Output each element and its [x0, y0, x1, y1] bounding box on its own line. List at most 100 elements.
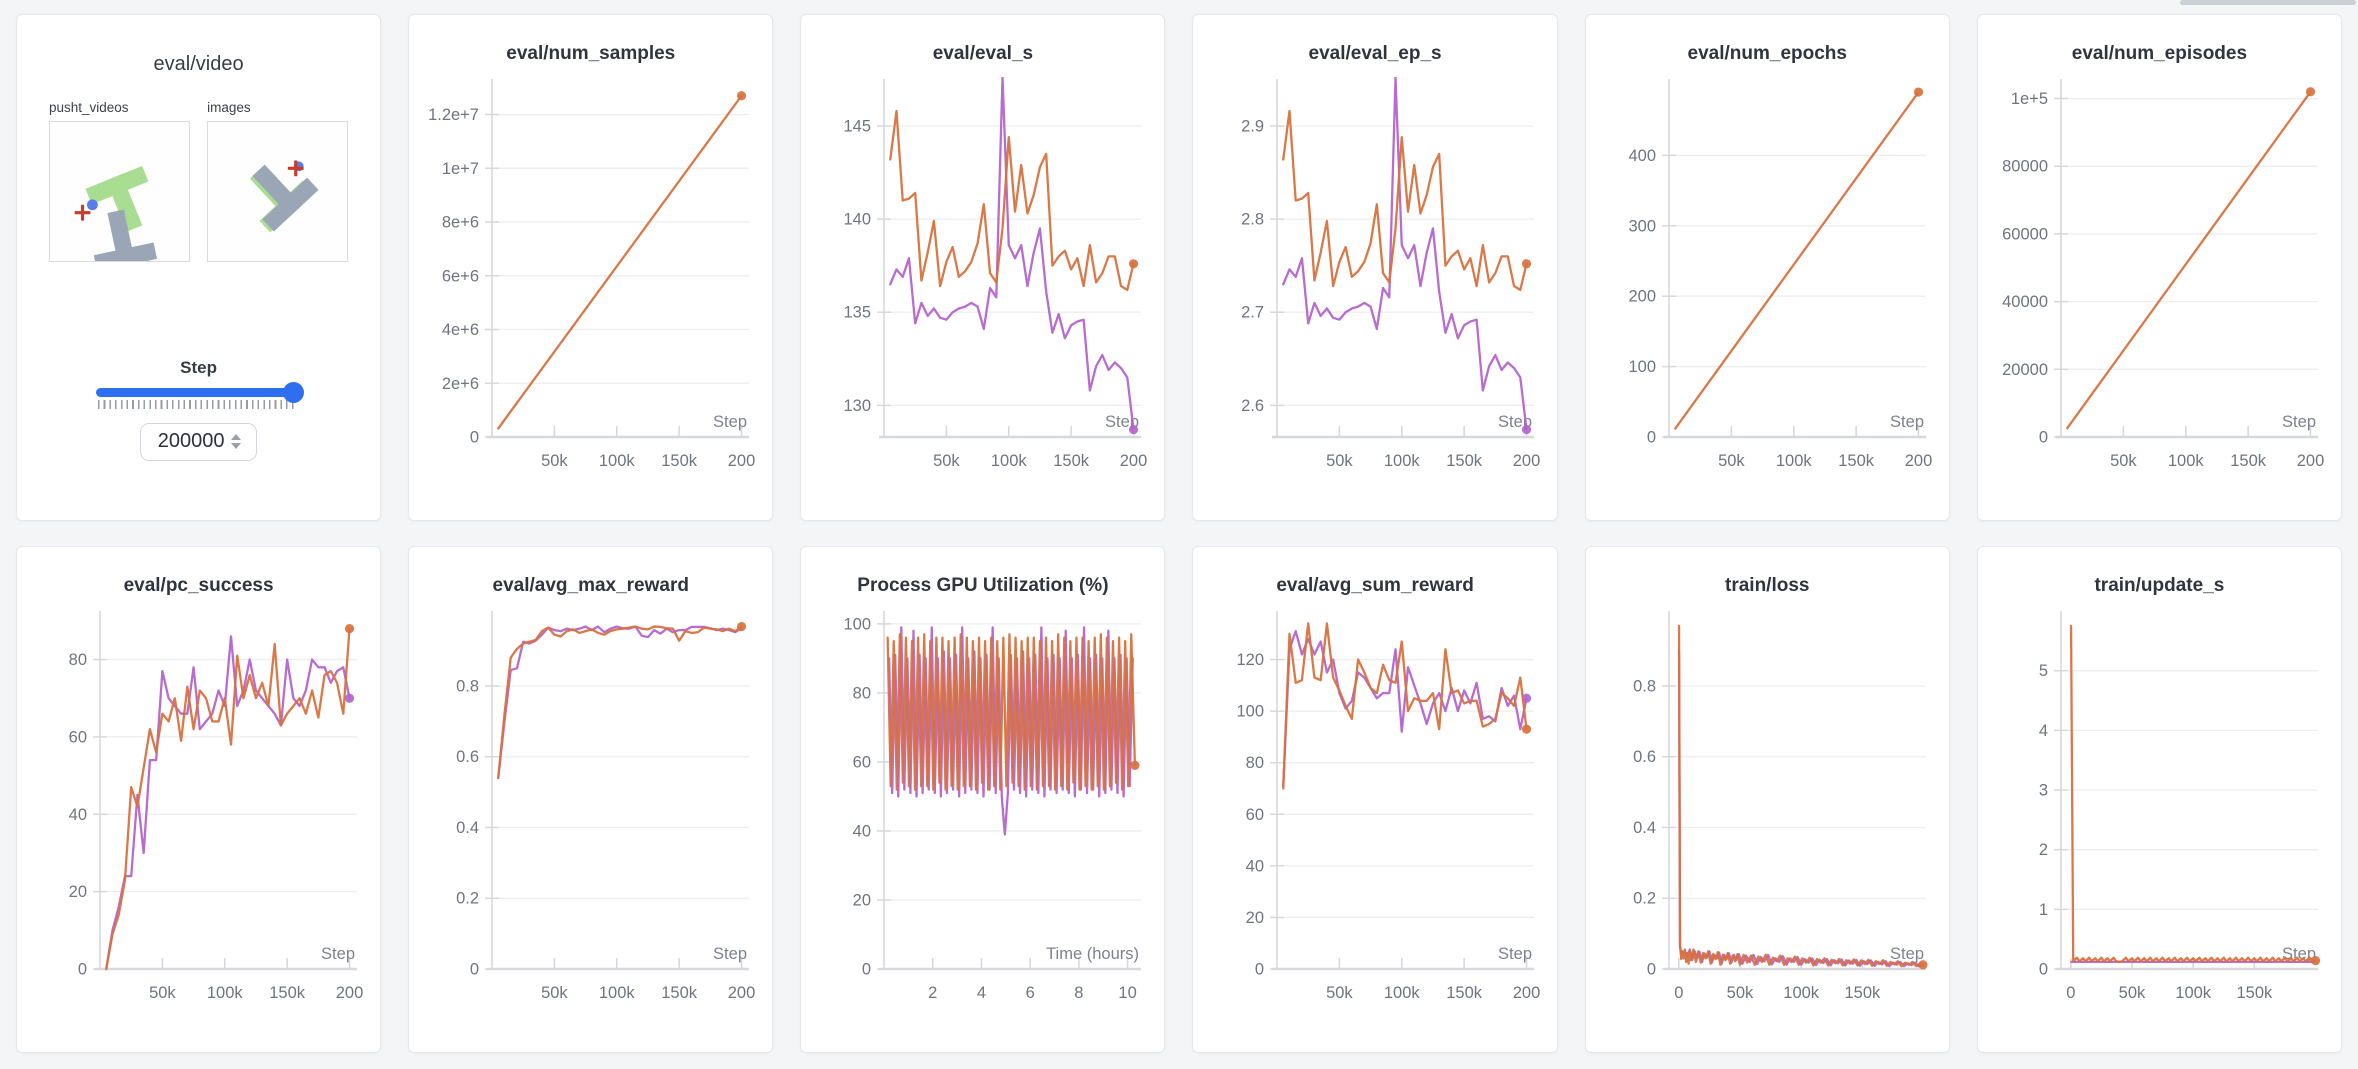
panel-chart-eval-eval-s: eval/eval_s 130 135 140 145 50k 100k 150k 200 Ste… [800, 14, 1166, 521]
panel-grid: eval/video pusht_videos [16, 14, 2342, 1053]
svg-text:Step: Step [713, 413, 747, 431]
stepper-down-icon[interactable] [231, 443, 242, 449]
svg-text:2.6: 2.6 [1241, 397, 1264, 415]
svg-text:50k: 50k [1726, 984, 1753, 1002]
svg-text:50k: 50k [541, 984, 568, 1002]
svg-text:300: 300 [1628, 217, 1656, 235]
chart-canvas[interactable]: 0 0.2 0.4 0.6 0.8 0 50k 100k 150k Step [1595, 601, 1940, 1019]
run-purple-endpoint-dot [1521, 693, 1531, 703]
chart-title: eval/avg_sum_reward [1276, 575, 1474, 596]
svg-text:Step: Step [1890, 945, 1924, 963]
run-purple-line [1677, 649, 1924, 968]
svg-text:140: 140 [844, 211, 872, 229]
chart-canvas[interactable]: 0 20 40 60 80 100 120 50k 100k 150k 200 Step [1203, 601, 1548, 1019]
panel-chart-eval-avg-max-reward: eval/avg_max_reward 0 0.2 0.4 0.6 0.8 50k 100k 1… [408, 546, 774, 1053]
svg-text:145: 145 [844, 117, 872, 135]
run-orange-line [1281, 622, 1528, 790]
run-orange-endpoint-dot [1913, 87, 1923, 97]
chart-canvas[interactable]: 0 0.2 0.4 0.6 0.8 50k 100k 150k 200 Step [418, 601, 763, 1019]
svg-text:0: 0 [470, 961, 479, 979]
slider-track[interactable] [96, 388, 302, 397]
panel-chart-train-update-s: train/update_s 0 1 2 3 4 5 0 50k 100k 150k Step [1976, 546, 2342, 1053]
svg-text:130: 130 [844, 397, 872, 415]
block-tee-shape [93, 209, 158, 261]
svg-text:20000: 20000 [2002, 361, 2048, 379]
svg-text:0.6: 0.6 [1633, 748, 1656, 766]
svg-text:60: 60 [69, 728, 87, 746]
svg-text:150k: 150k [1054, 452, 1091, 470]
goal-tee-shape [85, 165, 149, 232]
run-orange-line [886, 633, 1137, 791]
svg-text:20: 20 [69, 883, 87, 901]
svg-text:4: 4 [977, 984, 986, 1002]
svg-text:200: 200 [1512, 984, 1540, 1002]
svg-text:40: 40 [1245, 857, 1263, 875]
run-purple-line [1281, 77, 1528, 431]
svg-text:80: 80 [69, 651, 87, 669]
horizontal-scrollbar[interactable] [2180, 0, 2356, 5]
slider-knob[interactable] [283, 381, 305, 403]
media-item-images: images [207, 100, 349, 262]
chart-title: eval/pc_success [123, 575, 274, 596]
chart-title: eval/num_samples [506, 43, 676, 64]
svg-text:400: 400 [1628, 147, 1656, 165]
svg-text:60000: 60000 [2002, 225, 2048, 243]
svg-text:20: 20 [1245, 909, 1263, 927]
panel-chart-eval-num-samples: eval/num_samples 0 2e+6 4e+6 6e+6 8e+6 1e+7 1.2… [408, 14, 774, 521]
run-orange-line [889, 109, 1136, 292]
run-purple-line [497, 625, 743, 780]
svg-text:150k: 150k [1446, 984, 1483, 1002]
run-orange-line [105, 627, 351, 971]
svg-text:150k: 150k [269, 984, 306, 1002]
stepper-up-icon[interactable] [231, 434, 242, 440]
chart-title: train/loss [1725, 575, 1810, 596]
chart-canvas[interactable]: 0 20000 40000 60000 80000 1e+5 50k 100k 150k 200 S… [1987, 69, 2332, 487]
svg-text:200: 200 [728, 452, 756, 470]
svg-text:0: 0 [470, 429, 479, 447]
chart-canvas[interactable]: 0 20 40 60 80 100 2 4 6 8 10 Time (hours) [810, 601, 1155, 1019]
run-orange-endpoint-dot [1130, 760, 1140, 770]
chart-canvas[interactable]: 0 100 200 300 400 50k 100k 150k 200 Step [1595, 69, 1940, 487]
step-slider[interactable] [96, 381, 305, 409]
svg-text:Step: Step [2282, 413, 2316, 431]
run-orange-line [1281, 109, 1528, 292]
svg-text:80000: 80000 [2002, 158, 2048, 176]
run-orange-endpoint-dot [344, 624, 355, 634]
svg-text:40: 40 [853, 822, 871, 840]
step-input-value[interactable]: 200000 [157, 430, 225, 452]
video-thumbnail-images[interactable] [207, 121, 349, 262]
svg-text:100: 100 [1236, 703, 1264, 721]
svg-text:80: 80 [1245, 754, 1263, 772]
svg-text:0: 0 [2039, 429, 2048, 447]
panel-title: eval/video [153, 53, 244, 75]
svg-text:Step: Step [713, 945, 747, 963]
svg-text:8e+6: 8e+6 [442, 214, 479, 232]
svg-text:2.9: 2.9 [1241, 117, 1264, 135]
svg-text:200: 200 [2297, 452, 2325, 470]
slider-ruler-ticks [98, 400, 297, 409]
run-orange-endpoint-dot [2310, 956, 2321, 966]
svg-text:Step: Step [1498, 945, 1532, 963]
svg-text:3: 3 [2039, 782, 2048, 800]
step-input[interactable]: 200000 [139, 423, 258, 461]
svg-text:0.2: 0.2 [456, 890, 479, 908]
chart-canvas[interactable]: 0 2e+6 4e+6 6e+6 8e+6 1e+7 1.2e+7 50k 100k 150k 20… [418, 69, 763, 487]
panel-chart-eval-eval-ep-s: eval/eval_ep_s 2.6 2.7 2.8 2.9 50k 100k 150k 200… [1192, 14, 1558, 521]
block-tee-shape [252, 164, 319, 232]
svg-text:0: 0 [1647, 429, 1656, 447]
svg-text:150k: 150k [2236, 984, 2273, 1002]
chart-canvas[interactable]: 0 20 40 60 80 50k 100k 150k 200 Step [26, 601, 371, 1019]
stepper-spin-buttons[interactable] [231, 434, 242, 449]
svg-text:0: 0 [2039, 961, 2048, 979]
svg-text:0: 0 [2066, 984, 2075, 1002]
panel-chart-eval-num-epochs: eval/num_epochs 0 100 200 300 400 50k 100k 150k 2… [1584, 14, 1950, 521]
target-cross-icon [74, 204, 91, 221]
run-orange-line [497, 625, 743, 780]
svg-text:135: 135 [844, 304, 872, 322]
video-thumbnail-pusht[interactable] [49, 121, 190, 262]
svg-text:1e+7: 1e+7 [442, 160, 479, 178]
svg-text:40: 40 [69, 806, 87, 824]
